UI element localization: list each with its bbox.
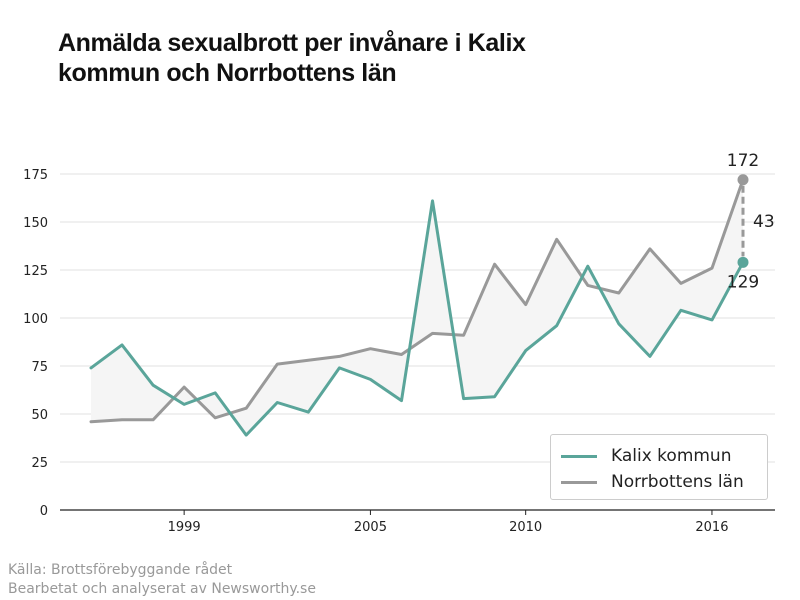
chart-title-line-1: Anmälda sexualbrott per invånare i Kalix	[58, 29, 526, 57]
legend-swatch-norrbotten	[561, 480, 597, 484]
y-tick-label: 50	[31, 408, 48, 423]
x-tick-label: 1999	[168, 520, 201, 535]
legend-item-norrbotten: Norrbottens län	[561, 470, 744, 494]
difference-label: 43	[753, 212, 775, 232]
x-tick-label: 2016	[695, 520, 728, 535]
y-tick-label: 100	[23, 312, 48, 327]
legend-label-kalix: Kalix kommun	[611, 446, 732, 466]
source-line-2: Bearbetat och analyserat av Newsworthy.s…	[8, 581, 316, 597]
legend: Kalix kommun Norrbottens län	[550, 434, 768, 500]
legend-label-norrbotten: Norrbottens län	[611, 472, 744, 492]
y-tick-label: 0	[40, 504, 48, 519]
legend-item-kalix: Kalix kommun	[561, 444, 732, 468]
chart-title: Anmälda sexualbrott per invånare i Kalix…	[58, 28, 698, 88]
source-note: Källa: Brottsförebyggande rådet Bearbeta…	[8, 561, 316, 599]
y-tick-label: 125	[23, 264, 48, 279]
y-tick-label: 150	[23, 216, 48, 231]
series-lines	[89, 178, 745, 437]
y-tick-label: 25	[31, 456, 48, 471]
series-line-kalix	[89, 199, 745, 437]
legend-swatch-kalix	[561, 454, 597, 458]
x-axis-ticks: 1999 2005 2010 2016	[168, 510, 728, 535]
end-annotations: 172 129 43	[727, 151, 775, 293]
end-point-kalix	[737, 256, 749, 268]
end-label-norrbotten: 172	[727, 151, 759, 171]
x-tick-label: 2010	[509, 520, 542, 535]
y-tick-label: 175	[23, 168, 48, 183]
y-axis-ticks: 0 25 50 75 100 125 150 175	[23, 168, 48, 519]
series-line-norrbotten	[89, 178, 745, 424]
chart-title-line-2: kommun och Norrbottens län	[58, 59, 397, 87]
y-tick-label: 75	[31, 360, 48, 375]
end-label-kalix: 129	[727, 272, 759, 292]
source-line-1: Källa: Brottsförebyggande rådet	[8, 562, 233, 578]
x-tick-label: 2005	[354, 520, 387, 535]
end-point-norrbotten	[737, 174, 749, 186]
